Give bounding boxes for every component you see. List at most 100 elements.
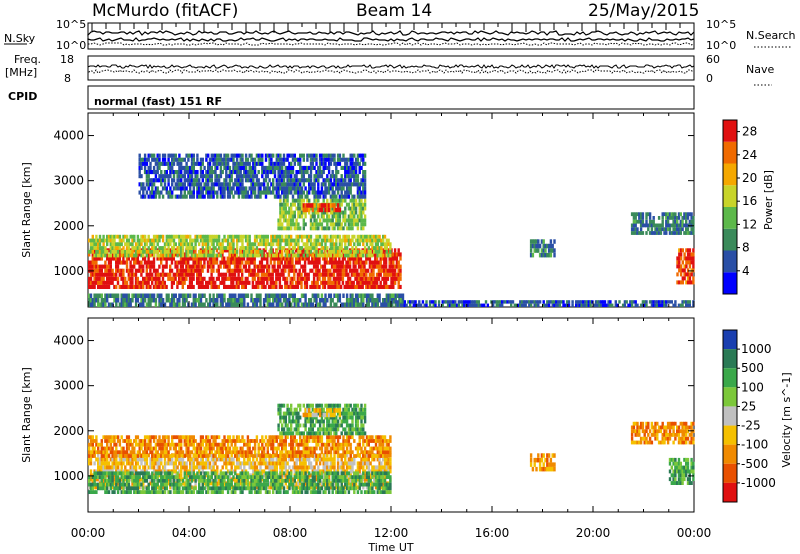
data-cell: [284, 276, 287, 281]
data-cell: [244, 253, 248, 258]
data-cell: [210, 268, 213, 273]
data-cell: [244, 170, 248, 175]
data-cell: [677, 231, 681, 235]
data-cell: [374, 252, 377, 257]
data-cell: [362, 190, 365, 195]
data-cell: [358, 202, 361, 207]
data-cell: [129, 298, 132, 303]
data-cell: [657, 216, 661, 220]
data-cell: [630, 303, 634, 307]
data-cell: [320, 190, 324, 195]
data-cell: [349, 170, 352, 175]
data-cell: [187, 234, 190, 239]
data-cell: [116, 293, 120, 298]
data-cell: [356, 234, 360, 239]
data-cell: [172, 246, 176, 250]
data-cell: [261, 170, 264, 175]
data-cell: [285, 256, 289, 261]
data-cell: [674, 300, 677, 304]
data-cell: [291, 276, 294, 281]
data-cell: [293, 268, 296, 273]
data-cell: [348, 276, 352, 281]
data-cell: [351, 234, 354, 239]
data-cell: [531, 243, 535, 249]
data-cell: [131, 264, 134, 269]
data-cell: [210, 249, 213, 254]
data-cell: [286, 218, 289, 223]
data-cell: [318, 276, 321, 281]
data-cell: [233, 252, 237, 257]
data-cell: [288, 234, 291, 239]
data-cell: [113, 242, 116, 247]
data-cell: [161, 268, 165, 273]
data-cell: [371, 246, 374, 250]
data-cell: [147, 302, 150, 307]
data-cell: [359, 280, 363, 285]
data-cell: [97, 264, 100, 269]
data-cell: [372, 272, 375, 277]
data-cell: [244, 165, 248, 170]
data-cell: [199, 280, 202, 285]
data-cell: [349, 198, 352, 203]
data-cell: [185, 186, 188, 191]
data-cell: [118, 284, 121, 289]
data-cell: [246, 302, 250, 307]
data-cell: [255, 161, 259, 166]
data-cell: [158, 174, 161, 179]
data-cell: [396, 293, 399, 298]
data-cell: [97, 272, 100, 277]
data-cell: [210, 182, 213, 187]
data-cell: [215, 284, 219, 289]
data-cell: [233, 268, 237, 273]
data-cell: [397, 264, 400, 269]
data-cell: [356, 202, 360, 207]
data-cell: [293, 174, 296, 179]
data-cell: [374, 260, 377, 265]
data-cell: [335, 182, 338, 187]
data-cell: [332, 276, 336, 281]
data-cell: [401, 303, 405, 307]
data-cell: [194, 234, 197, 239]
data-cell: [326, 178, 329, 183]
data-cell: [293, 302, 296, 307]
data-cell: [138, 485, 141, 490]
data-cell: [201, 248, 204, 253]
data-cell: [216, 253, 219, 258]
data-cell: [399, 276, 402, 281]
data-cell: [235, 234, 239, 239]
data-cell: [176, 457, 179, 462]
data-cell: [266, 170, 269, 175]
data-cell: [275, 161, 278, 166]
data-cell: [167, 253, 170, 258]
data-cell: [212, 234, 215, 239]
data-cell: [281, 170, 284, 175]
data-cell: [111, 485, 114, 490]
data-cell: [297, 242, 300, 247]
data-cell: [187, 457, 190, 462]
data-cell: [151, 182, 154, 187]
data-cell: [199, 190, 203, 195]
data-cell: [546, 252, 549, 258]
data-cell: [311, 207, 314, 213]
data-cell: [111, 249, 114, 254]
data-cell: [351, 222, 354, 227]
data-cell: [341, 276, 345, 281]
data-cell: [674, 223, 677, 228]
data-cell: [106, 268, 109, 273]
data-cell: [149, 178, 152, 183]
data-cell: [308, 298, 311, 303]
data-cell: [315, 238, 318, 243]
data-cell: [253, 174, 257, 179]
data-cell: [194, 174, 197, 179]
data-cell: [109, 264, 112, 269]
data-cell: [259, 298, 262, 303]
data-cell: [158, 234, 161, 239]
data-cell: [185, 161, 188, 166]
data-cell: [344, 302, 347, 307]
data-cell: [169, 165, 172, 170]
data-cell: [235, 186, 239, 191]
data-cell: [288, 293, 291, 298]
data-cell: [401, 300, 405, 304]
data-cell: [268, 186, 271, 191]
data-cell: [237, 234, 241, 239]
